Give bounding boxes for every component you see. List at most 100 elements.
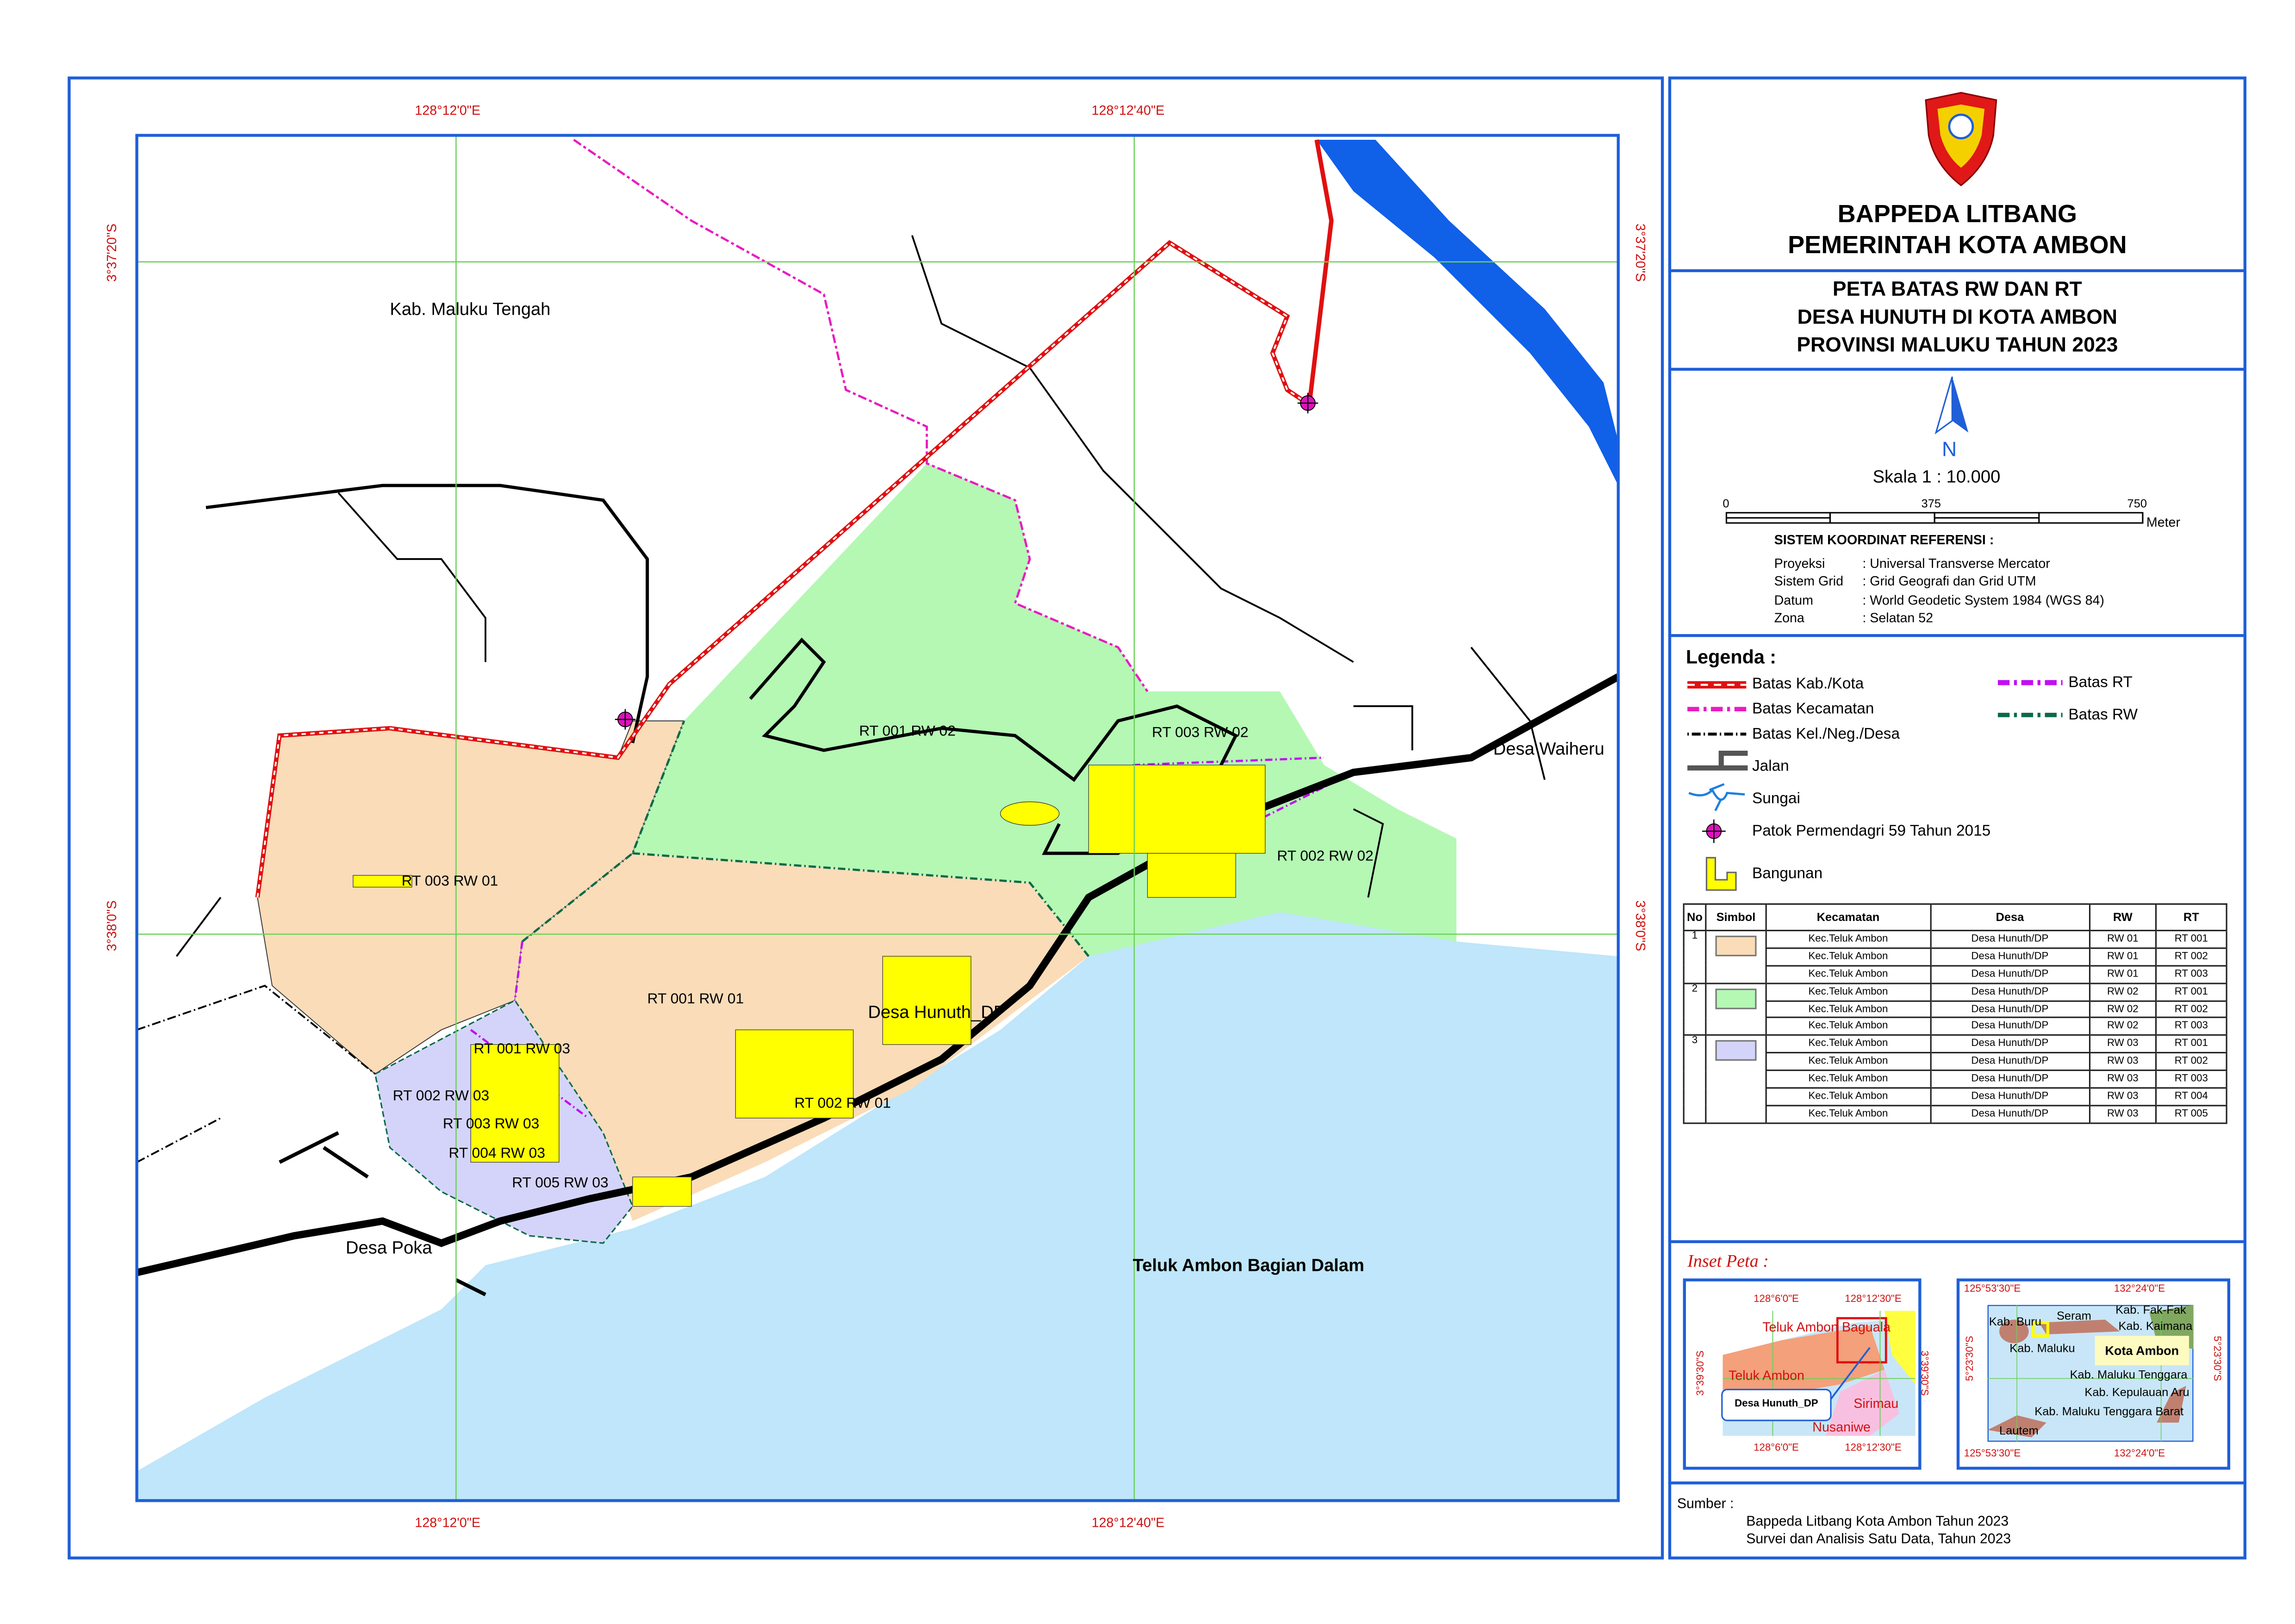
place-label: Teluk Ambon Bagian Dalam	[1132, 1255, 1364, 1276]
legend-heading: Legenda :	[1685, 646, 1777, 668]
north-label: N	[1942, 437, 1957, 460]
scale-unit: Meter	[2146, 515, 2181, 530]
rw-cell: RW 01	[2089, 948, 2156, 966]
rt-label: RT 001 RW 02	[859, 723, 956, 740]
kecamatan-cell: Kec.Teluk Ambon	[1765, 983, 1930, 1002]
table-header-rw: RW	[2089, 904, 2156, 932]
desa-cell: Desa Hunuth/DP	[1929, 948, 2090, 966]
lat-label: 3°37'20"S	[104, 224, 119, 282]
org-name: BAPPEDA LITBANG	[1837, 200, 2077, 228]
red-dashed-line-icon	[1687, 681, 1747, 689]
inset-place: Kab. Maluku Tenggara Barat	[2034, 1405, 2184, 1419]
divider	[1668, 1240, 2247, 1244]
inset-map-maluku	[1956, 1278, 2231, 1470]
kecamatan-cell: Kec.Teluk Ambon	[1765, 1000, 1930, 1019]
inset-lon-label: 128°6'0"E	[1754, 1294, 1799, 1305]
inset-map-ambon	[1683, 1278, 1922, 1470]
coord-key: Datum	[1774, 592, 1813, 607]
river-icon	[1688, 783, 1745, 811]
rt-cell: RT 001	[2155, 1035, 2227, 1054]
kecamatan-cell: Kec.Teluk Ambon	[1765, 948, 1930, 966]
rt-label: RT 003 RW 02	[1152, 725, 1249, 742]
desa-cell: Desa Hunuth/DP	[1929, 983, 2090, 1002]
kecamatan-cell: Kec.Teluk Ambon	[1765, 1105, 1930, 1124]
symbol-cell	[1705, 930, 1766, 984]
legend-label: Bangunan	[1752, 865, 1823, 883]
place-label: Desa Hunuth_DP	[868, 1002, 1006, 1023]
kecamatan-cell: Kec.Teluk Ambon	[1765, 1070, 1930, 1089]
legend-label: Batas Kab./Kota	[1752, 675, 1864, 693]
boundary-marker-icon	[615, 709, 636, 730]
table-row: 3 Kec.Teluk Ambon Desa Hunuth/DP RW 03 RT 00…	[1683, 1035, 2227, 1124]
row-number: 3	[1683, 1035, 1706, 1124]
coord-value: : Selatan 52	[1862, 610, 1934, 625]
inset-lon-label: 132°24'0"E	[2114, 1449, 2165, 1460]
map-frame	[68, 76, 1664, 1560]
inset-place: Kab. Kepulauan Aru	[2084, 1386, 2189, 1400]
table-row: 1 Kec.Teluk Ambon Desa Hunuth/DP RW 01 RT 00…	[1683, 930, 2227, 984]
place-label: Desa Waiheru	[1493, 738, 1605, 759]
rw-cell: RW 03	[2089, 1105, 2156, 1124]
rt-label: RT 005 RW 03	[512, 1175, 609, 1192]
row-number: 2	[1683, 983, 1706, 1036]
rt-cell: RT 002	[2155, 948, 2227, 966]
legend-label: Sungai	[1752, 790, 1800, 808]
scale-tick: 750	[2127, 497, 2147, 511]
inset-place: Kab. Kaimana	[2118, 1319, 2193, 1333]
coord-value: : World Geodetic System 1984 (WGS 84)	[1862, 592, 2104, 607]
sea-area	[137, 904, 1618, 1501]
legend-label: Patok Permendagri 59 Tahun 2015	[1752, 822, 1991, 840]
rt-label: RT 002 RW 03	[392, 1089, 490, 1105]
table-row: 2 Kec.Teluk Ambon Desa Hunuth/DP RW 02 RT 00…	[1683, 983, 2227, 1036]
rt-label: RT 001 RW 03	[473, 1041, 571, 1058]
boundary-marker-icon	[1702, 819, 1726, 843]
area-color-swatch	[1715, 935, 1757, 957]
coord-value: : Grid Geografi dan Grid UTM	[1862, 574, 2036, 589]
rw-cell: RW 02	[2089, 1000, 2156, 1019]
inset-lat-label: 5°23'30"S	[2211, 1336, 2221, 1381]
rt-cell: RT 003	[2155, 1070, 2227, 1089]
lon-label: 128°12'40"E	[1091, 103, 1165, 118]
kecamatan-boundary	[573, 139, 1149, 692]
rt-label: RT 003 RW 01	[401, 874, 498, 890]
river	[1317, 139, 1618, 486]
lat-label: 3°38'0"S	[104, 900, 119, 952]
scale-tick: 375	[1921, 497, 1941, 511]
table-row: Kec.Teluk Ambon Desa Hunuth/DP RW 02 RT 002	[1684, 1000, 2227, 1019]
rw-cell: RW 01	[2089, 965, 2156, 984]
kecamatan-cell: Kec.Teluk Ambon	[1765, 930, 1930, 949]
table-row: Kec.Teluk Ambon Desa Hunuth/DP RW 03 RT 002	[1684, 1053, 2227, 1071]
inset-lon-label: 125°53'30"E	[1964, 1449, 2021, 1460]
desa-cell: Desa Hunuth/DP	[1929, 1070, 2090, 1089]
inset-lon-label: 128°12'30"E	[1845, 1294, 1902, 1305]
map-title: DESA HUNUTH DI KOTA AMBON	[1797, 305, 2118, 328]
desa-cell: Desa Hunuth/DP	[1929, 1088, 2090, 1107]
inset-lat-label: 3°39'30"S	[1696, 1350, 1707, 1396]
buildings	[353, 765, 1266, 1207]
inset-lat-label: 3°39'30"S	[1918, 1350, 1929, 1396]
desa-cell: Desa Hunuth/DP	[1929, 1035, 2090, 1054]
lon-label: 128°12'0"E	[415, 103, 481, 118]
map-title: PETA BATAS RW DAN RT	[1832, 276, 2082, 300]
rt-cell: RT 003	[2155, 1018, 2227, 1036]
rt-cell: RT 003	[2155, 965, 2227, 984]
inset-heading: Inset Peta :	[1687, 1250, 1769, 1271]
rw-cell: RW 03	[2089, 1088, 2156, 1107]
kecamatan-cell: Kec.Teluk Ambon	[1765, 1088, 1930, 1107]
inset-place: Kab. Maluku Tenggara	[2070, 1368, 2188, 1381]
place-label: Desa Poka	[346, 1237, 432, 1258]
inset-lon-label: 132°24'0"E	[2114, 1284, 2165, 1295]
rw-cell: RW 03	[2089, 1053, 2156, 1071]
coord-value: : Universal Transverse Mercator	[1862, 556, 2050, 571]
inset-callout: Kota Ambon	[2095, 1336, 2189, 1365]
inset-place: Seram	[2056, 1309, 2091, 1323]
coord-key: Sistem Grid	[1774, 574, 1844, 589]
rt-cell: RT 001	[2155, 930, 2227, 949]
org-name: PEMERINTAH KOTA AMBON	[1788, 231, 2127, 259]
kecamatan-cell: Kec.Teluk Ambon	[1765, 965, 1930, 984]
inset-lon-label: 128°6'0"E	[1754, 1443, 1799, 1454]
symbol-cell	[1705, 983, 1766, 1036]
coord-system-rows: Proyeksi: Universal Transverse Mercator …	[1774, 554, 2104, 627]
